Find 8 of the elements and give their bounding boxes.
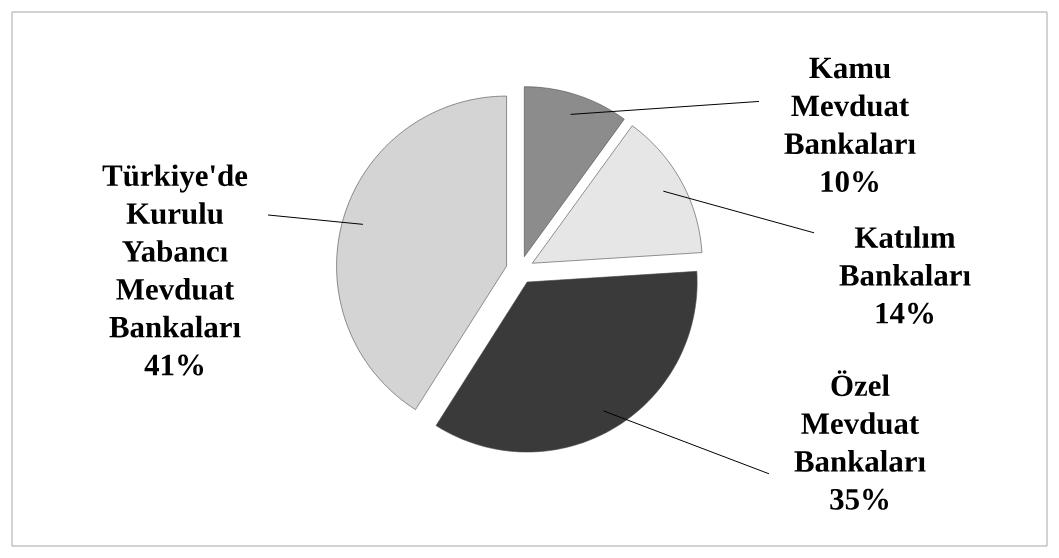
slice-label: Katılım Bankaları (839, 226, 971, 286)
slice-label: Özel Mevduat Bankaları (794, 370, 926, 472)
slice-label: Kamu Mevduat Bankaları (784, 57, 916, 155)
data-label: 41% (144, 354, 204, 376)
data-label: 10% (821, 171, 878, 193)
data-label: 35% (830, 488, 888, 510)
data-label: 14% (876, 302, 933, 324)
slice-label: Türkiye'de Kurulu Yabancı Mevduat Bankaları (102, 164, 248, 338)
